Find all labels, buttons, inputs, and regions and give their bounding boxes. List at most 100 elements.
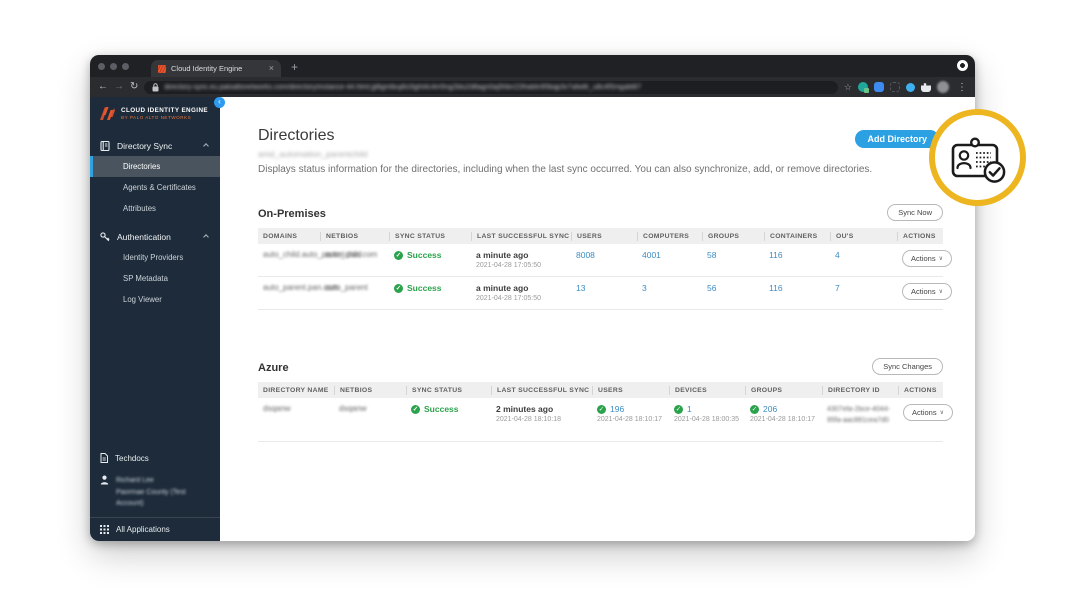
window-minimize-button[interactable] (110, 63, 117, 70)
col-netbios: NETBIOS (320, 231, 389, 241)
profile-avatar[interactable] (937, 81, 949, 93)
users-count-link[interactable]: 8008 (576, 250, 595, 260)
users-count-link[interactable]: 196 (610, 404, 625, 414)
devices-count-link[interactable]: 1 (687, 404, 692, 414)
browser-tab[interactable]: Cloud Identity Engine × (151, 60, 281, 77)
check-icon: ✓ (597, 404, 606, 414)
tab-title: Cloud Identity Engine (171, 64, 243, 73)
sidebar-item-sp-metadata[interactable]: SP Metadata (123, 274, 168, 283)
sync-now-button[interactable]: Sync Now (887, 204, 943, 221)
all-applications-link[interactable]: All Applications (90, 517, 220, 541)
onprem-title: On-Premises (258, 208, 326, 220)
sidebar-item-identity-providers[interactable]: Identity Providers (123, 253, 184, 262)
highlight-circle (929, 109, 1026, 206)
containers-count-link[interactable]: 116 (769, 283, 783, 293)
add-directory-button[interactable]: Add Directory (855, 130, 939, 148)
book-icon (100, 141, 110, 151)
col-computers: COMPUTERS (637, 231, 702, 241)
sidebar-collapse-button[interactable]: ‹ (214, 97, 225, 108)
computers-count-link[interactable]: 3 (642, 283, 647, 293)
sidebar-item-attributes[interactable]: Attributes (123, 204, 156, 213)
directory-name-cell: dsqanw (263, 404, 291, 413)
record-indicator-icon (957, 60, 968, 71)
actions-button[interactable]: Actions ∨ (903, 404, 954, 421)
browser-toolbar: ← → ↻ directory-sync.eu.paloaltonetworks… (90, 77, 975, 97)
palo-alto-favicon-icon (158, 64, 166, 73)
col-devices: DEVICES (669, 385, 745, 395)
user-icon (100, 475, 109, 485)
logo-subtitle: BY PALO ALTO NETWORKS (121, 115, 192, 120)
last-sync-time: 2021-04-28 17:05:50 (476, 262, 541, 269)
window-close-button[interactable] (98, 63, 105, 70)
ous-count-link[interactable]: 4 (835, 250, 840, 260)
users-count-link[interactable]: 13 (576, 283, 586, 293)
chevron-down-icon: ∨ (938, 256, 944, 262)
domain-cell: auto_child.auto_parent.pan.com (263, 250, 378, 259)
chevron-down-icon: ∨ (939, 410, 945, 416)
chevron-up-icon[interactable] (203, 234, 209, 240)
extensions-puzzle-icon[interactable] (921, 83, 931, 92)
app-logo: CLOUD IDENTITY ENGINE BY PALO ALTO NETWO… (90, 97, 220, 126)
sync-changes-button[interactable]: Sync Changes (872, 358, 943, 375)
nav-section-directory-sync[interactable]: Directory Sync (90, 136, 220, 156)
actions-button[interactable]: Actions ∨ (902, 250, 953, 267)
sidebar-item-log-viewer[interactable]: Log Viewer (123, 295, 162, 304)
last-sync-time: 2021-04-28 18:10:18 (496, 416, 561, 423)
logo-title: CLOUD IDENTITY ENGINE (121, 107, 209, 114)
window-zoom-button[interactable] (122, 63, 129, 70)
browser-menu-icon[interactable]: ⋮ (957, 81, 967, 93)
groups-count-link[interactable]: 206 (763, 404, 778, 414)
sidebar-nav: Directory Sync Directories Agents & Cert… (90, 136, 220, 310)
col-ous: OU'S (830, 231, 897, 241)
table-row: auto_child.auto_parent.pan.com auto_chil… (258, 244, 953, 277)
reload-icon[interactable]: ↻ (130, 81, 139, 92)
extension-icon-2[interactable] (874, 82, 884, 92)
new-tab-button[interactable]: + (291, 60, 299, 74)
url-bar[interactable]: directory-sync.eu.paloaltonetworks.com/d… (144, 80, 838, 94)
chevron-up-icon[interactable] (203, 143, 209, 149)
last-sync-time: 2021-04-28 17:05:50 (476, 295, 541, 302)
netbios-cell: auto_parent (325, 283, 368, 292)
directory-id-cell: 4307efa-2bce-4044-95fa-aac881cea7d0 (827, 406, 891, 425)
computers-count-link[interactable]: 4001 (642, 250, 661, 260)
user-name: Richard Lee (116, 477, 154, 485)
nav-section-label: Authentication (117, 232, 171, 242)
col-directory-id: DIRECTORY ID (822, 385, 898, 395)
groups-count-link[interactable]: 56 (707, 283, 717, 293)
groups-count-link[interactable]: 58 (707, 250, 717, 260)
azure-table-header: DIRECTORY NAME NETBIOS SYNC STATUS LAST … (258, 382, 943, 398)
id-badge-icon (951, 136, 1005, 183)
col-netbios: NETBIOS (334, 385, 406, 395)
ous-count-link[interactable]: 7 (835, 283, 840, 293)
back-icon[interactable]: ← (98, 81, 108, 92)
check-icon: ✓ (394, 250, 403, 260)
status-badge: ✓ Success (411, 404, 459, 414)
nav-section-authentication[interactable]: Authentication (90, 227, 220, 247)
window-controls (98, 63, 129, 70)
containers-count-link[interactable]: 116 (769, 250, 783, 260)
tab-close-icon[interactable]: × (268, 63, 274, 73)
extension-icon-1[interactable] (858, 82, 869, 93)
page-subtitle: amd_automation_parentchild (258, 149, 368, 159)
bookmark-star-icon[interactable]: ☆ (843, 81, 852, 92)
col-actions: ACTIONS (897, 231, 943, 241)
chevron-down-icon: ∨ (938, 289, 944, 295)
forward-icon[interactable]: → (114, 81, 124, 92)
sidebar: CLOUD IDENTITY ENGINE BY PALO ALTO NETWO… (90, 97, 220, 541)
sidebar-item-agents-certificates[interactable]: Agents & Certificates (123, 183, 196, 192)
onprem-table: DOMAINS NETBIOS SYNC STATUS LAST SUCCESS… (258, 228, 953, 310)
techdocs-label: Techdocs (115, 453, 149, 463)
sidebar-item-directories[interactable]: Directories (90, 156, 220, 177)
azure-table: DIRECTORY NAME NETBIOS SYNC STATUS LAST … (258, 382, 954, 442)
window-body: CLOUD IDENTITY ENGINE BY PALO ALTO NETWO… (90, 97, 975, 541)
actions-button[interactable]: Actions ∨ (902, 283, 953, 300)
users-sync-time: 2021-04-28 18:10:17 (597, 416, 662, 423)
user-account[interactable]: Richard Lee Paormae County (Test Account… (90, 470, 220, 517)
extension-icon-4[interactable] (906, 82, 915, 92)
status-badge: ✓ Success (394, 283, 442, 293)
col-domains: DOMAINS (263, 232, 298, 240)
techdocs-link[interactable]: Techdocs (90, 446, 220, 470)
user-account-name: Paormae County (Test Account) (116, 488, 186, 507)
extension-icon-3[interactable] (890, 82, 900, 92)
